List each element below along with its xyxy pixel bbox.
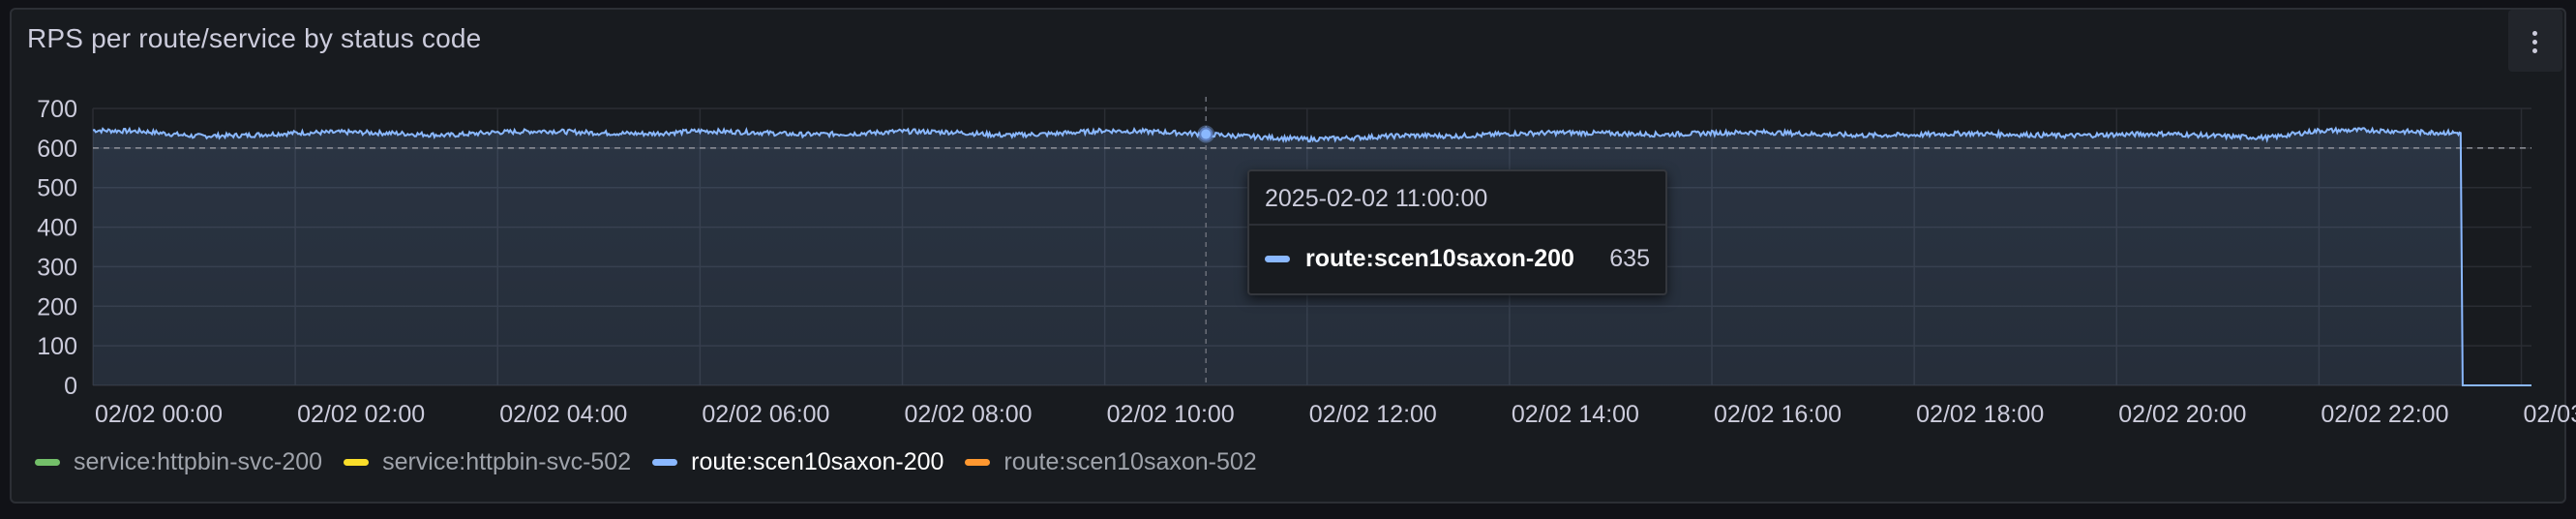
- legend-label: route:scen10saxon-200: [691, 447, 944, 475]
- legend-item-service-httpbin-svc-200[interactable]: service:httpbin-svc-200: [35, 448, 322, 476]
- y-tick-label: 300: [37, 254, 77, 281]
- tooltip: 2025-02-02 11:00:00 route:scen10saxon-20…: [1247, 169, 1667, 295]
- y-tick-label: 500: [37, 175, 77, 202]
- legend-label: service:httpbin-svc-200: [74, 447, 323, 475]
- tooltip-series-swatch: [1265, 256, 1290, 262]
- y-tick-label: 700: [37, 96, 77, 123]
- x-tick-label: 02/02 00:00: [95, 401, 223, 428]
- x-tick-label: 02/02 06:00: [702, 401, 829, 428]
- x-tick-label: 02/02 02:00: [297, 401, 425, 428]
- x-tick-label: 02/02 18:00: [1916, 401, 2044, 428]
- panel-menu-button[interactable]: [2508, 10, 2562, 72]
- tooltip-time: 2025-02-02 11:00:00: [1249, 171, 1665, 226]
- tooltip-series-name: route:scen10saxon-200: [1305, 245, 1574, 272]
- x-tick-label: 02/02 22:00: [2321, 401, 2448, 428]
- legend-swatch: [344, 458, 370, 466]
- legend-item-route-scen10saxon-502[interactable]: route:scen10saxon-502: [965, 447, 1257, 476]
- x-tick-label: 02/02 14:00: [1512, 401, 1639, 428]
- menu-dot: [2532, 48, 2537, 53]
- menu-dot: [2532, 31, 2537, 36]
- y-tick-label: 600: [37, 136, 77, 163]
- legend-label: route:scen10saxon-502: [1003, 447, 1257, 475]
- y-tick-label: 0: [64, 373, 77, 400]
- x-tick-label: 02/02 20:00: [2118, 401, 2246, 428]
- tooltip-row: route:scen10saxon-200 635: [1249, 226, 1665, 293]
- legend: service:httpbin-svc-200 service:httpbin-…: [35, 447, 1278, 476]
- x-tick-label: 02/03 00:00: [2524, 401, 2576, 428]
- legend-item-service-httpbin-svc-502[interactable]: service:httpbin-svc-502: [344, 448, 631, 476]
- series-line-route-scen10saxon-200: [92, 126, 2531, 386]
- x-tick-label: 02/02 10:00: [1107, 401, 1235, 428]
- hover-point: [1199, 127, 1213, 141]
- legend-swatch: [35, 458, 60, 466]
- y-tick-label: 200: [37, 293, 77, 321]
- x-tick-label: 02/02 04:00: [499, 401, 627, 428]
- y-tick-label: 400: [37, 215, 77, 242]
- y-tick-label: 100: [37, 333, 77, 360]
- legend-item-route-scen10saxon-200[interactable]: route:scen10saxon-200: [652, 448, 944, 476]
- tooltip-series-value: 635: [1609, 245, 1650, 272]
- x-tick-label: 02/02 08:00: [905, 401, 1033, 428]
- legend-swatch: [965, 458, 991, 466]
- x-tick-label: 02/02 16:00: [1714, 401, 1842, 428]
- panel-title: RPS per route/service by status code: [27, 23, 482, 53]
- x-tick-label: 02/02 12:00: [1309, 401, 1437, 428]
- legend-label: service:httpbin-svc-502: [382, 447, 632, 475]
- menu-dot: [2532, 40, 2537, 45]
- legend-swatch: [652, 458, 678, 466]
